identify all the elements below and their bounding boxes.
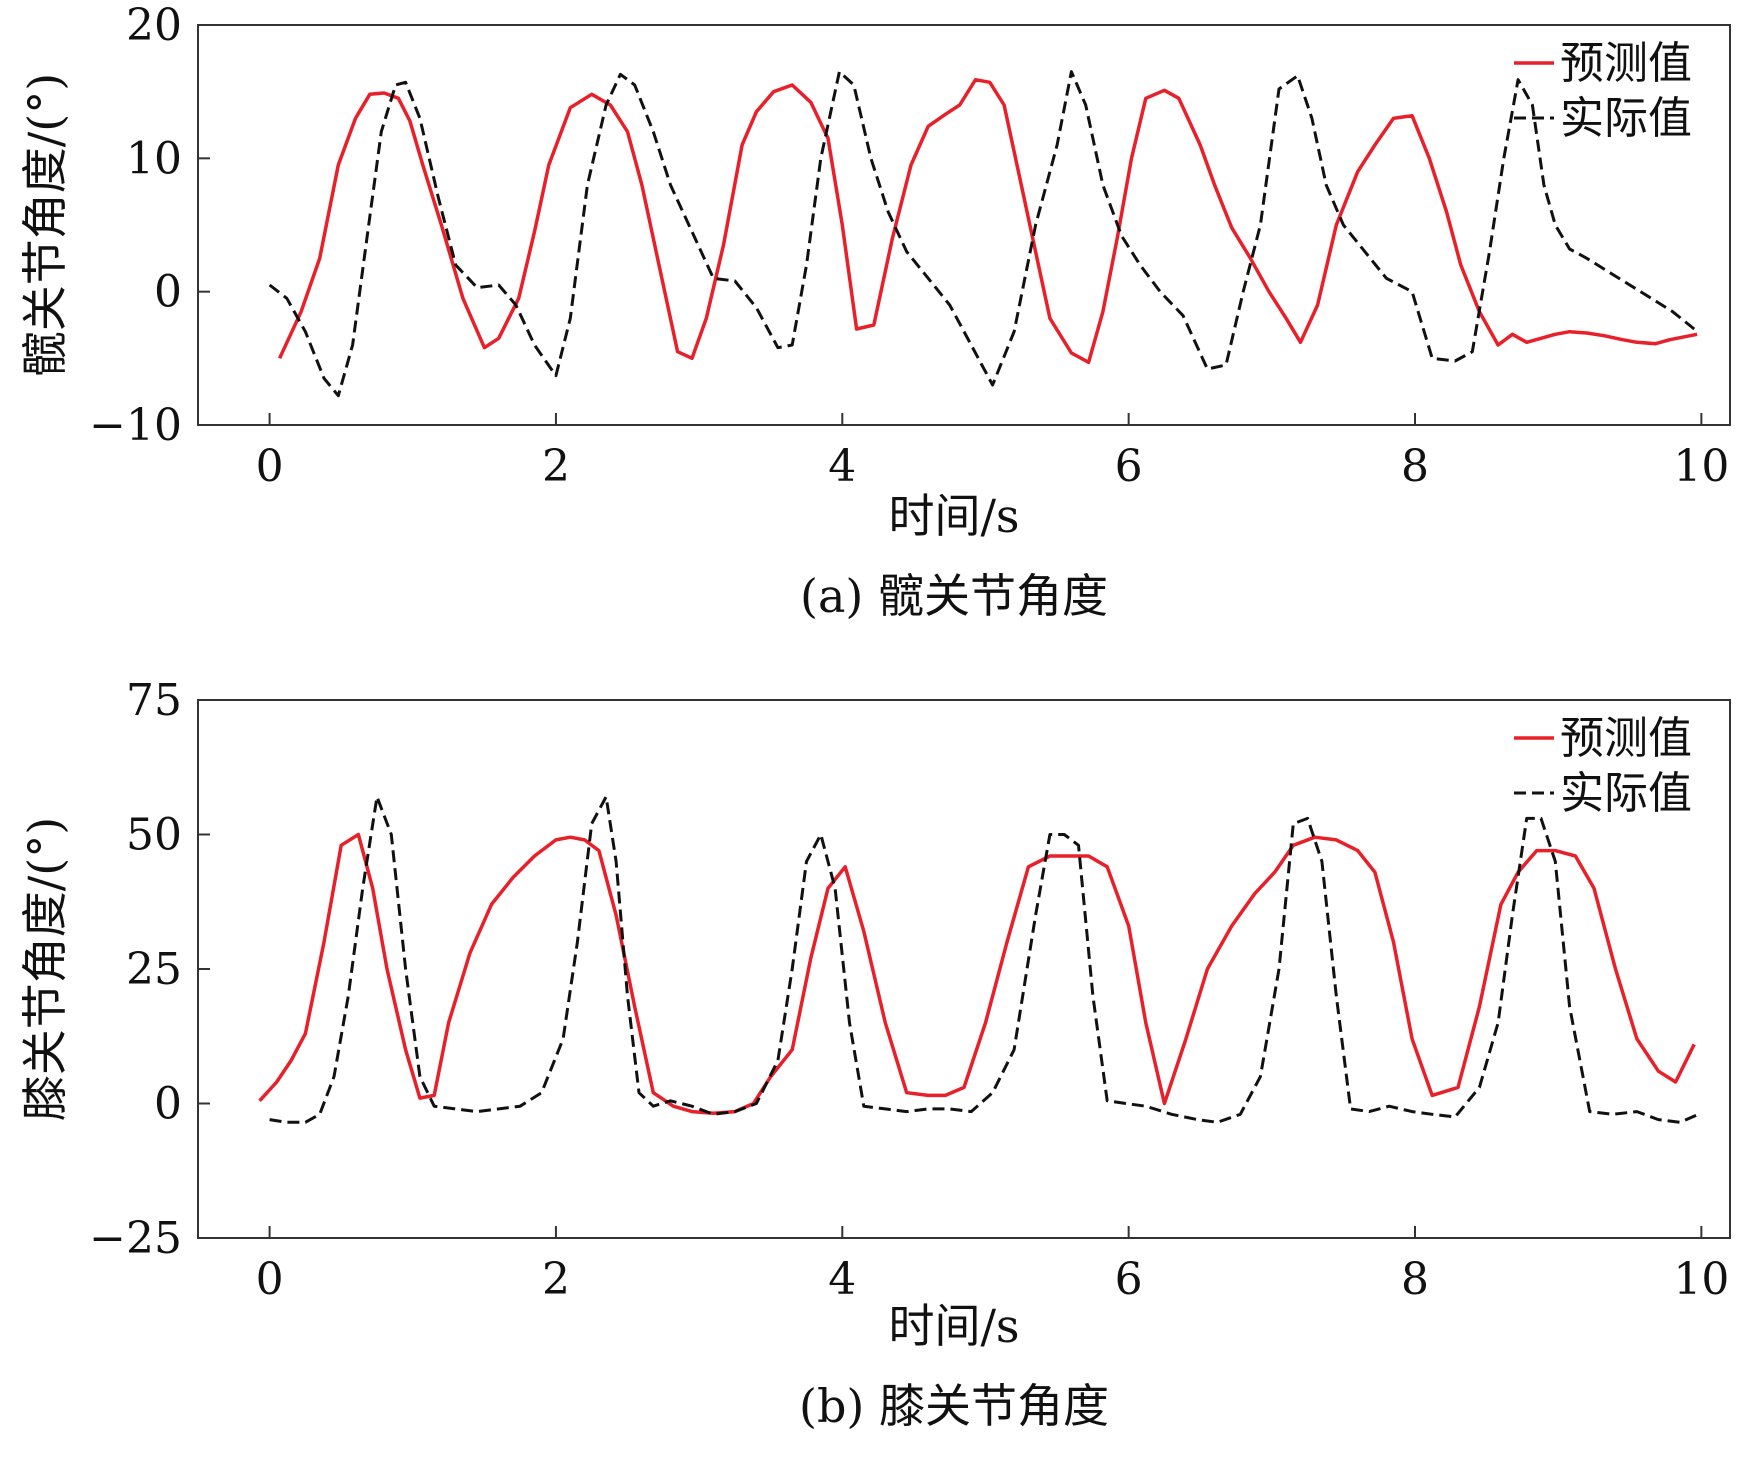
x-tick-label: 2 xyxy=(542,1254,570,1305)
legend-label-predicted: 预测值 xyxy=(1560,713,1692,764)
x-tick-label: 10 xyxy=(1673,1254,1729,1305)
panel-caption: (a) 髋关节角度 xyxy=(800,569,1108,623)
y-tick-label: 75 xyxy=(126,675,182,726)
x-tick-label: 4 xyxy=(828,441,856,492)
y-tick-label: −10 xyxy=(89,400,182,451)
y-axis-label: 髋关节角度/(°) xyxy=(18,73,72,377)
x-axis-label: 时间/s xyxy=(888,489,1019,543)
chart-panel-b: 0 2 4 6 8 10 −25 0 25 50 75 时间/s 膝关节角度/(°) (b) 膝关节角度 预… xyxy=(18,675,1731,1433)
x-tick-label: 4 xyxy=(828,1254,856,1305)
legend-label-actual: 实际值 xyxy=(1560,768,1692,819)
y-tick-label: 25 xyxy=(126,944,182,995)
x-tick-label: 8 xyxy=(1401,1254,1429,1305)
y-tick-label: −25 xyxy=(89,1213,182,1264)
y-tick-label: 50 xyxy=(126,810,182,861)
series-line-actual xyxy=(269,795,1700,1124)
y-tick-label: 0 xyxy=(154,1079,182,1130)
x-tick-label: 10 xyxy=(1673,441,1729,492)
x-tick-label: 8 xyxy=(1401,441,1429,492)
series-line-predicted xyxy=(278,77,1698,365)
x-tick-label: 0 xyxy=(256,1254,284,1305)
x-tick-label: 6 xyxy=(1115,1254,1143,1305)
legend-label-actual: 实际值 xyxy=(1560,93,1692,144)
y-axis-label: 膝关节角度/(°) xyxy=(18,817,72,1121)
y-tick-label: 20 xyxy=(126,0,182,51)
x-tick-label: 2 xyxy=(542,441,570,492)
y-tick-label: 10 xyxy=(126,133,182,184)
plot-frame xyxy=(197,699,1731,1239)
x-axis-label: 时间/s xyxy=(888,1299,1019,1353)
plot-frame xyxy=(197,24,1731,426)
x-tick-label: 6 xyxy=(1115,441,1143,492)
legend-label-predicted: 预测值 xyxy=(1560,38,1692,89)
series-line-actual xyxy=(268,70,1696,398)
x-tick-label: 0 xyxy=(256,441,284,492)
series-line-predicted xyxy=(258,832,1696,1115)
panel-caption: (b) 膝关节角度 xyxy=(799,1379,1109,1433)
chart-panel-a: 0 2 4 6 8 10 −10 0 10 20 时间/s 髋关节角度/(°) (a) 髋关节角度 预测值… xyxy=(18,0,1731,623)
y-tick-label: 0 xyxy=(154,267,182,318)
